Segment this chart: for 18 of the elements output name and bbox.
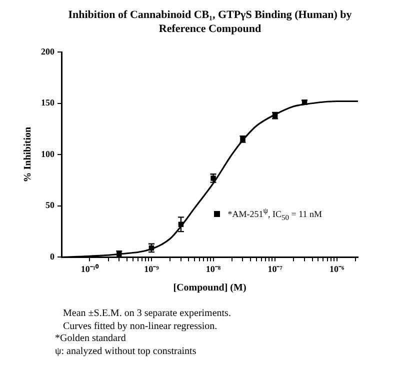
x-tick-label: 10⁻⁷ xyxy=(268,264,283,274)
text: Mean ±S.E.M. on 3 separate experiments. xyxy=(62,308,232,320)
y-tick-label: 200 xyxy=(41,46,55,56)
text: Curves fitted by non-linear regression. xyxy=(62,320,218,333)
y-tick-label: 150 xyxy=(41,98,55,108)
text: *Golden standard xyxy=(55,333,127,346)
x-tick-label: 10⁻⁸ xyxy=(206,264,221,274)
x-axis-title: [Compound] (M) xyxy=(173,282,246,294)
x-tick-label: 10⁻¹⁰ xyxy=(80,264,100,274)
y-tick-label: 50 xyxy=(46,200,55,210)
x-tick-label: 10⁻⁹ xyxy=(144,264,160,274)
y-axis-title: % Inhibition xyxy=(22,126,34,182)
legend-label: *AM-251$^{ψ}$, IC$_{50}$ = 11 nM xyxy=(228,206,322,222)
x-tick-label: 10⁻⁶ xyxy=(329,264,344,274)
text: ψ: analyzed without top constraints xyxy=(55,346,198,358)
y-tick-label: 0 xyxy=(50,252,55,262)
y-tick-label: 100 xyxy=(41,148,55,159)
chart-title: Inhibition of Cannabinoid CB₁, GTPγS Binding (Human) by Reference Compound xyxy=(67,8,353,36)
